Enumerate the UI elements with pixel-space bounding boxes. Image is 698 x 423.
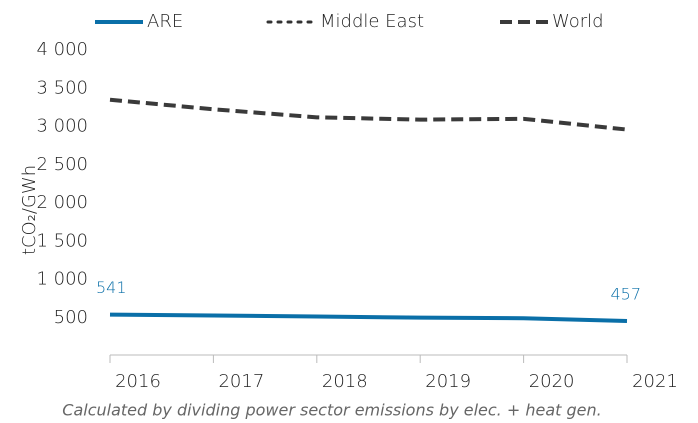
legend-label: World [552,11,604,32]
y-tick-label: 3 000 [36,116,88,137]
y-tick-label: 1 000 [36,269,88,290]
x-tick-label: 2021 [632,371,678,392]
x-tick-label: 2016 [115,371,161,392]
series-line [109,312,628,324]
footnote: Calculated by dividing power sector emis… [62,401,601,420]
x-tick-label: 2019 [425,371,471,392]
y-tick-label: 500 [54,307,88,328]
y-tick-label: 3 500 [36,77,88,98]
x-tick-label: 2017 [218,371,264,392]
legend-label: Middle East [320,11,424,32]
y-tick-label: 2 500 [36,154,88,175]
data-label: 457 [610,285,641,304]
y-tick-label: 1 500 [36,230,88,251]
y-tick-label: 2 000 [36,192,88,213]
series-line [109,97,628,132]
y-axis-label: tCO₂/GWh [19,165,40,255]
y-tick-label: 4 000 [36,39,88,60]
x-tick-label: 2018 [322,371,368,392]
legend-label: ARE [147,11,183,32]
data-label: 541 [96,278,127,297]
x-tick-label: 2020 [529,371,575,392]
